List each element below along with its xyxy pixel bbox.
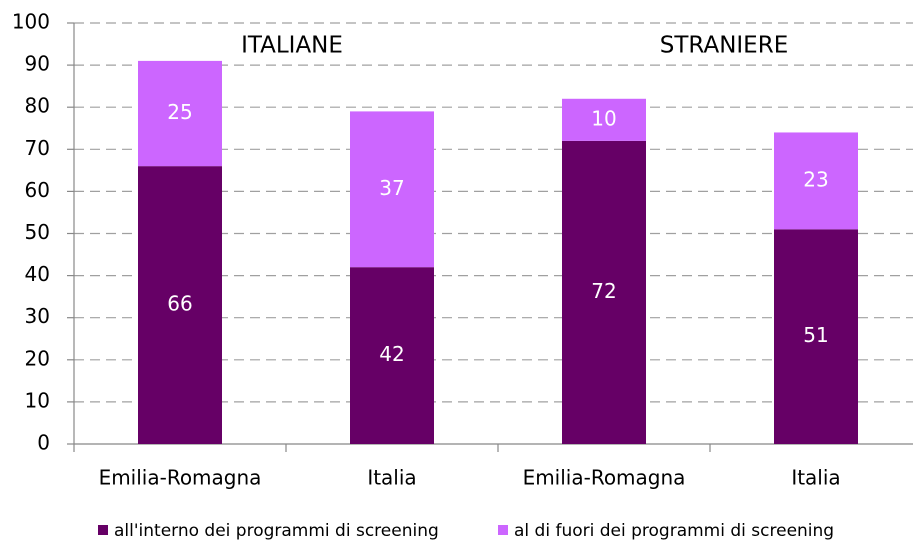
legend-label: all'interno dei programmi di screening [114,521,439,541]
bar-segment [562,98,646,141]
y-tick-label: 70 [25,136,50,160]
bar-segment [350,111,434,268]
annotation: ITALIANE [241,33,343,59]
data-label: 23 [803,167,828,191]
bar-segment [138,166,222,444]
bar-segment [350,267,434,444]
y-tick-label: 40 [25,262,50,286]
y-tick-label: 30 [25,304,50,328]
data-label: 72 [591,279,616,303]
x-tick-label: Emilia-Romagna [99,466,262,490]
y-tick-label: 100 [12,10,50,34]
y-tick-label: 50 [25,220,50,244]
data-label: 42 [379,342,404,366]
legend-swatch [498,525,508,535]
data-label: 51 [803,323,828,347]
bar-segment [774,132,858,230]
bar-segment [774,229,858,444]
legend-label: al di fuori dei programmi di screening [514,521,834,541]
legend-swatch [98,525,108,535]
y-tick-label: 10 [25,388,50,412]
data-label: 37 [379,176,404,200]
y-tick-label: 20 [25,346,50,370]
data-label: 10 [591,106,616,130]
y-tick-label: 0 [37,431,50,455]
annotation: STRANIERE [660,33,788,59]
x-tick-label: Italia [791,466,840,490]
bar-segment [562,140,646,444]
y-tick-label: 90 [25,52,50,76]
bar-segment [138,60,222,167]
y-tick-label: 80 [25,94,50,118]
y-tick-label: 60 [25,178,50,202]
data-label: 66 [167,292,192,316]
data-label: 25 [167,100,192,124]
x-tick-label: Emilia-Romagna [523,466,686,490]
x-tick-label: Italia [367,466,416,490]
